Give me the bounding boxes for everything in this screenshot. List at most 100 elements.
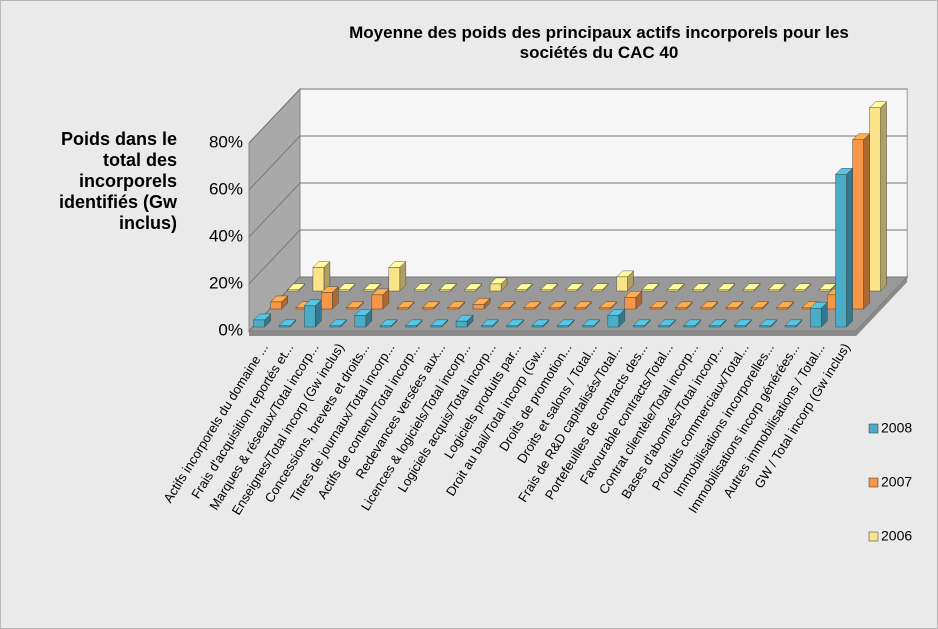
- bar: [506, 319, 525, 328]
- bar-front: [624, 297, 637, 310]
- bar-front: [574, 307, 586, 310]
- bar-front: [363, 289, 375, 292]
- legend-swatch: [868, 423, 879, 434]
- legend-swatch: [868, 477, 879, 488]
- bar-front: [751, 307, 763, 310]
- bar-front: [700, 307, 712, 310]
- bar: [565, 283, 584, 292]
- bar-front: [658, 325, 670, 328]
- bar-front: [742, 289, 755, 292]
- bar: [582, 319, 601, 328]
- grid-line: [248, 182, 908, 238]
- bar: [287, 283, 306, 292]
- bar-front: [616, 276, 628, 292]
- bar-front: [379, 325, 392, 328]
- bar: [700, 301, 719, 310]
- bar: [253, 313, 272, 328]
- bar-front: [405, 325, 417, 328]
- bar-front: [253, 319, 265, 328]
- bar: [793, 283, 812, 292]
- bar: [320, 286, 339, 310]
- grid-line: [248, 276, 908, 332]
- bar-front: [371, 294, 384, 310]
- grid-line: [248, 229, 908, 285]
- bar-side: [880, 101, 887, 292]
- bar: [750, 301, 769, 310]
- bar: [809, 301, 828, 328]
- bar: [489, 277, 508, 292]
- bar-front: [489, 283, 502, 292]
- bar-front: [388, 267, 401, 292]
- bar: [776, 301, 795, 310]
- grid-line: [248, 135, 908, 191]
- bar: [717, 283, 736, 292]
- bar: [573, 301, 592, 310]
- bar: [346, 301, 365, 310]
- bar-front: [675, 307, 687, 310]
- bar-front: [498, 307, 510, 310]
- bar-front: [599, 307, 611, 310]
- bar-front: [810, 308, 822, 328]
- bar-front: [607, 315, 620, 328]
- bar: [556, 319, 575, 328]
- bar-front: [312, 267, 325, 292]
- bar: [767, 283, 786, 292]
- bar: [354, 308, 373, 328]
- bar: [430, 319, 449, 328]
- bar-front: [278, 325, 291, 328]
- bar: [303, 299, 322, 328]
- chart-title: Moyenne des poids des principaux actifs …: [349, 23, 849, 62]
- bar-front: [649, 307, 662, 310]
- bar-front: [287, 289, 299, 292]
- bar-front: [354, 315, 367, 328]
- bar-front: [852, 139, 864, 310]
- bar-front: [793, 289, 805, 292]
- bar-front: [422, 307, 434, 310]
- bar: [784, 319, 803, 328]
- bar-front: [582, 325, 594, 328]
- bar-front: [321, 292, 333, 310]
- bar-front: [540, 289, 552, 292]
- bar: [674, 301, 693, 310]
- bar-front: [346, 307, 358, 310]
- bar: [666, 283, 685, 292]
- bar: [616, 270, 635, 292]
- bar: [371, 288, 390, 310]
- bar: [641, 283, 660, 292]
- bar: [852, 133, 871, 310]
- bar: [404, 319, 423, 328]
- bar: [388, 261, 407, 292]
- bar-front: [692, 289, 704, 292]
- bar: [649, 301, 668, 310]
- bar-front: [396, 307, 409, 310]
- bar-front: [430, 325, 442, 328]
- bar: [725, 301, 744, 310]
- bar: [438, 283, 457, 292]
- bar: [691, 283, 710, 292]
- bar-front: [455, 320, 468, 328]
- bar-front: [481, 325, 493, 328]
- bar: [421, 301, 440, 310]
- bar: [480, 319, 499, 328]
- bar-front: [591, 289, 603, 292]
- bar-front: [666, 289, 679, 292]
- bar-front: [683, 325, 695, 328]
- bar-front: [557, 325, 569, 328]
- bar: [464, 283, 483, 292]
- bar-front: [304, 305, 316, 328]
- bar-front: [717, 289, 729, 292]
- bar: [379, 319, 398, 328]
- bar: [742, 283, 761, 292]
- bar: [396, 301, 415, 310]
- y-tick-label: 0%: [218, 320, 243, 339]
- bar-front: [641, 289, 654, 292]
- bar-front: [708, 325, 721, 328]
- grid-line: [248, 88, 908, 144]
- bar-front: [329, 325, 341, 328]
- bar: [657, 319, 676, 328]
- bar: [683, 319, 702, 328]
- bar-front: [776, 307, 788, 310]
- bar: [329, 319, 348, 328]
- bar-front: [768, 289, 780, 292]
